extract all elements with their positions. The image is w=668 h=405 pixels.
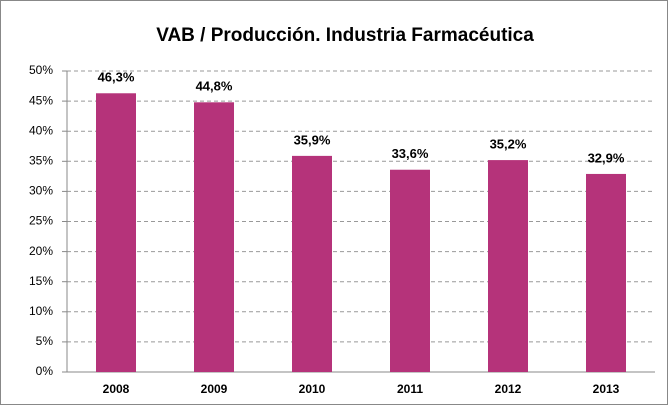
y-tick-label: 30% [29,184,53,198]
y-tick-label: 35% [29,153,53,167]
data-label: 46,3% [98,70,135,85]
y-tick-label: 5% [36,334,54,348]
y-tick-label: 10% [29,304,53,318]
bar [96,93,136,373]
y-tick-label: 0% [36,364,54,378]
y-tick-label: 20% [29,244,53,258]
x-tick-label: 2012 [495,382,522,396]
x-tick-label: 2009 [201,382,228,396]
chart-title: VAB / Producción. Industria Farmacéutica [156,25,534,46]
data-label: 44,8% [196,79,233,94]
y-tick-label: 50% [29,63,53,77]
y-tick-label: 15% [29,274,53,288]
x-tick-label: 2010 [299,382,326,396]
data-label: 32,9% [588,150,625,165]
data-label: 35,2% [490,137,527,152]
bar [194,102,234,372]
data-label: 33,6% [392,146,429,161]
y-tick-label: 45% [29,93,53,107]
y-tick-label: 25% [29,214,53,228]
data-label: 35,9% [294,132,331,147]
bar [390,169,430,372]
bar [292,155,332,372]
y-tick-label: 40% [29,123,53,137]
x-tick-label: 2013 [593,382,620,396]
x-tick-label: 2011 [397,382,423,396]
x-tick-label: 2008 [103,382,130,396]
bar [488,160,528,372]
bar [586,173,626,372]
